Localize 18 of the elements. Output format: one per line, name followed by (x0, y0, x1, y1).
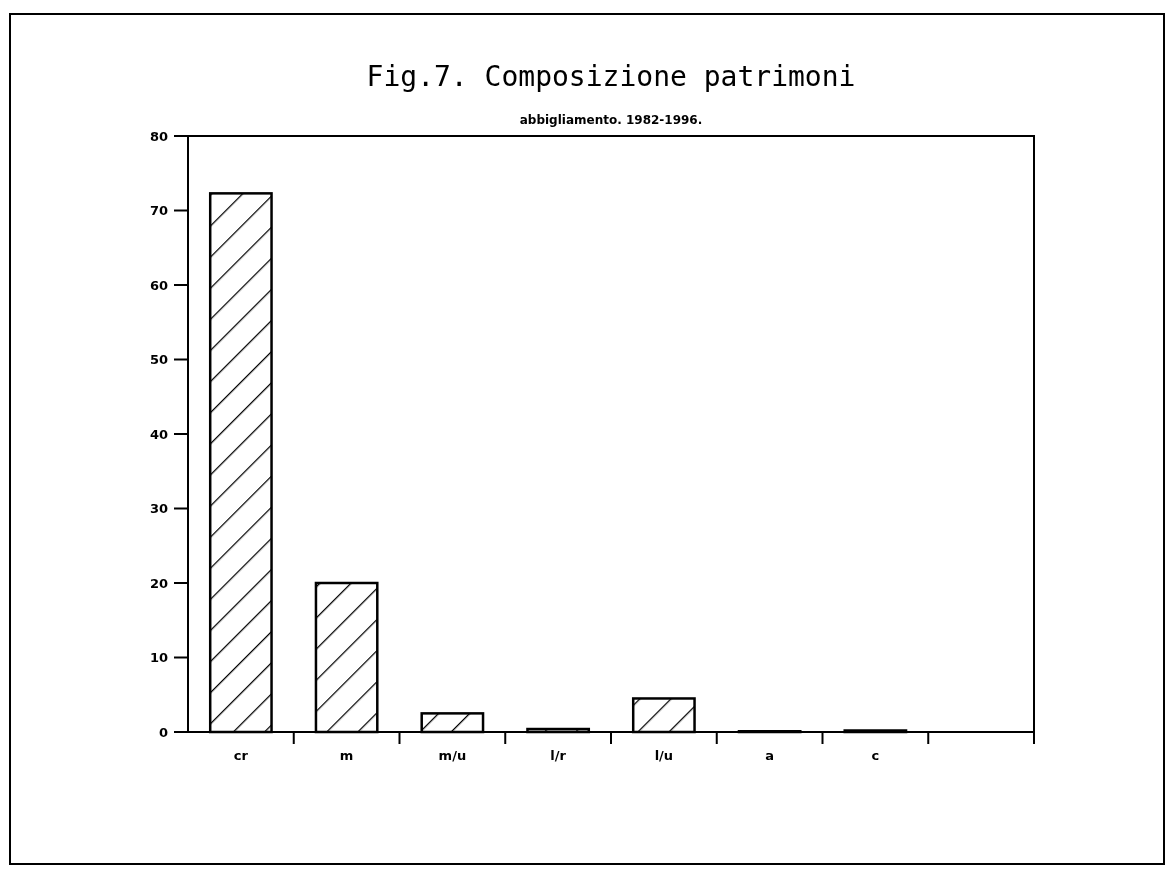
x-tick-label: m (339, 748, 354, 763)
x-tick-label: l/r (550, 748, 567, 763)
x-tick-label: c (871, 748, 880, 763)
y-tick-label: 50 (149, 352, 168, 368)
y-tick-label: 60 (149, 277, 168, 293)
chart-subtitle: abbigliamento. 1982-1996. (519, 113, 703, 127)
x-tick-label: m/u (438, 748, 467, 763)
y-tick-label: 70 (149, 203, 168, 219)
x-tick-label: cr (233, 748, 249, 763)
y-tick-label: 10 (149, 650, 168, 666)
x-tick-label: a (765, 748, 775, 763)
y-tick-label: 20 (149, 575, 168, 591)
x-tick-label: l/u (654, 748, 674, 763)
y-tick-label: 80 (149, 128, 168, 144)
y-tick-label: 30 (149, 501, 168, 517)
y-tick-label: 40 (149, 426, 168, 442)
y-tick-label: 0 (158, 724, 168, 740)
chart-title: Fig.7. Composizione patrimoni (366, 60, 856, 93)
